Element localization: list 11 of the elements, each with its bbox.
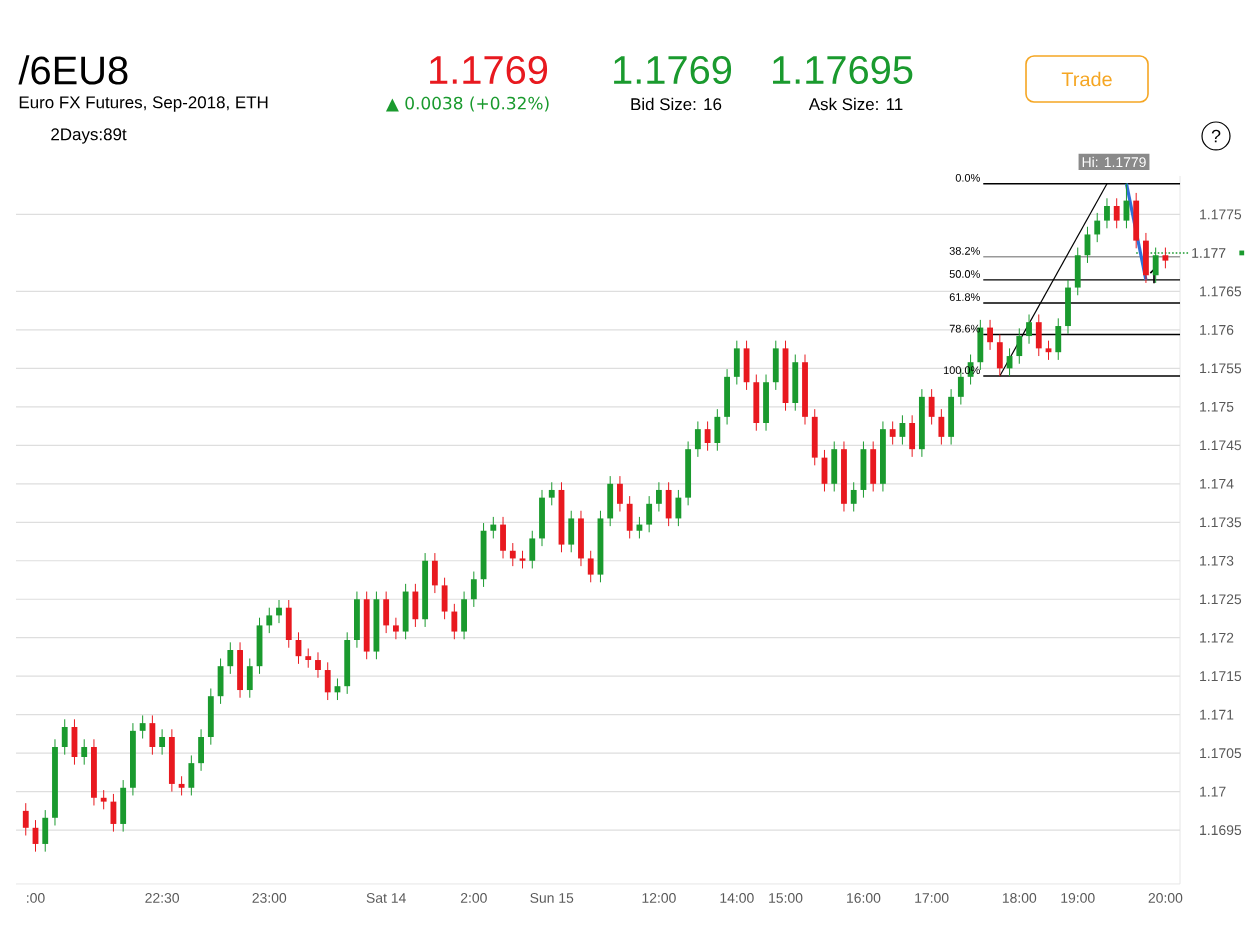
- text: Bid Size: 16: [631, 97, 722, 111]
- chart-title: /6EU8: [18, 55, 128, 85]
- text: 1.1769: [614, 55, 732, 85]
- text: ?: [1211, 129, 1221, 143]
- text: 1.17695: [773, 55, 913, 85]
- text: 2Days:89t: [51, 128, 127, 144]
- text: Ask Size: 11: [808, 97, 903, 111]
- text: 1.1769: [430, 55, 548, 85]
- text: ▲ 0.0038 (+0.32%): [385, 96, 549, 112]
- chart-subtitle: Euro FX Futures, Sep-2018, ETH: [19, 96, 268, 112]
- text: Trade: [1061, 71, 1112, 87]
